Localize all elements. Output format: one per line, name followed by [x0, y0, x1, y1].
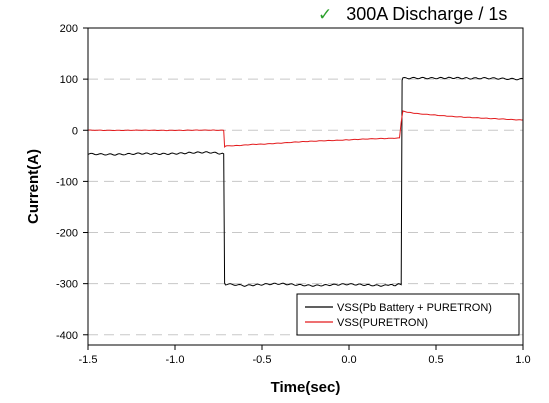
y-tick-label: -400: [56, 330, 78, 342]
y-tick-label: -100: [56, 176, 78, 188]
y-tick-label: -200: [56, 228, 78, 240]
legend-box: [296, 293, 520, 336]
y-axis-label: Current(A): [25, 149, 42, 224]
series-line-2: [87, 110, 523, 148]
y-tick-label: 0: [72, 125, 78, 137]
plot-frame: [87, 27, 524, 346]
x-tick-label: -1.5: [79, 354, 98, 366]
x-tick-label: 0.0: [341, 354, 356, 366]
x-tick-label: -0.5: [253, 354, 272, 366]
y-tick-label: 100: [60, 74, 78, 86]
legend-label: VSS(PURETRON): [337, 317, 428, 329]
chart-title: ✓ 300A Discharge / 1s: [318, 4, 507, 25]
y-tick-label: -300: [56, 279, 78, 291]
chart-title-text: 300A Discharge / 1s: [346, 4, 508, 24]
y-tick-label: 200: [60, 23, 78, 35]
x-tick-label: 1.0: [515, 354, 530, 366]
x-tick-label: 0.5: [428, 354, 443, 366]
legend-label: VSS(Pb Battery + PURETRON): [337, 302, 492, 314]
x-tick-label: -1.0: [166, 354, 185, 366]
x-axis-label: Time(sec): [271, 379, 341, 396]
series-line-1: [87, 76, 524, 287]
check-icon: ✓: [318, 5, 333, 24]
